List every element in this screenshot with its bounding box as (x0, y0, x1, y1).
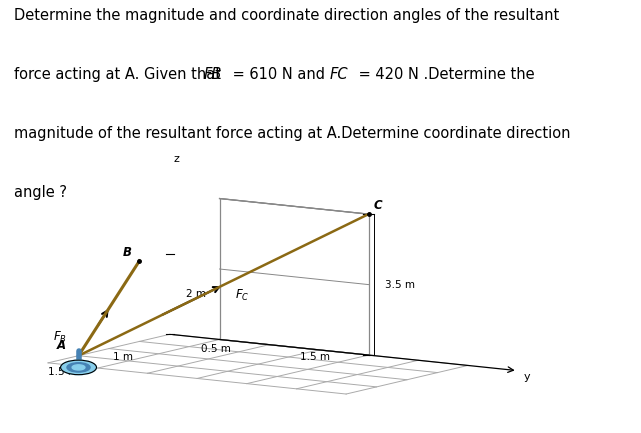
Circle shape (67, 363, 90, 372)
Text: 1.5 m: 1.5 m (301, 352, 331, 362)
Text: C: C (374, 199, 382, 212)
Text: FB: FB (204, 67, 222, 82)
Text: force acting at A. Given that: force acting at A. Given that (14, 67, 226, 82)
Text: $F_B$: $F_B$ (53, 330, 67, 345)
Text: 3.5 m: 3.5 m (385, 280, 415, 290)
Text: z: z (173, 154, 179, 164)
Circle shape (60, 360, 96, 375)
Text: magnitude of the resultant force acting at A.Determine coordinate direction: magnitude of the resultant force acting … (14, 126, 570, 141)
Text: = 610 N and: = 610 N and (228, 67, 330, 82)
Text: y: y (524, 372, 531, 382)
Circle shape (72, 365, 85, 370)
Text: Determine the magnitude and coordinate direction angles of the resultant: Determine the magnitude and coordinate d… (14, 8, 560, 23)
Text: 0.5 m: 0.5 m (201, 344, 231, 354)
Text: B: B (122, 246, 132, 259)
Text: 1 m: 1 m (113, 352, 133, 362)
Text: 1.5 m: 1.5 m (48, 367, 78, 377)
Text: angle ?: angle ? (14, 185, 67, 200)
Text: = 420 N .Determine the: = 420 N .Determine the (354, 67, 535, 82)
Text: $F_C$: $F_C$ (235, 288, 249, 303)
Text: A: A (56, 339, 66, 352)
Text: FC: FC (329, 67, 348, 82)
Text: 2 m: 2 m (186, 289, 206, 299)
